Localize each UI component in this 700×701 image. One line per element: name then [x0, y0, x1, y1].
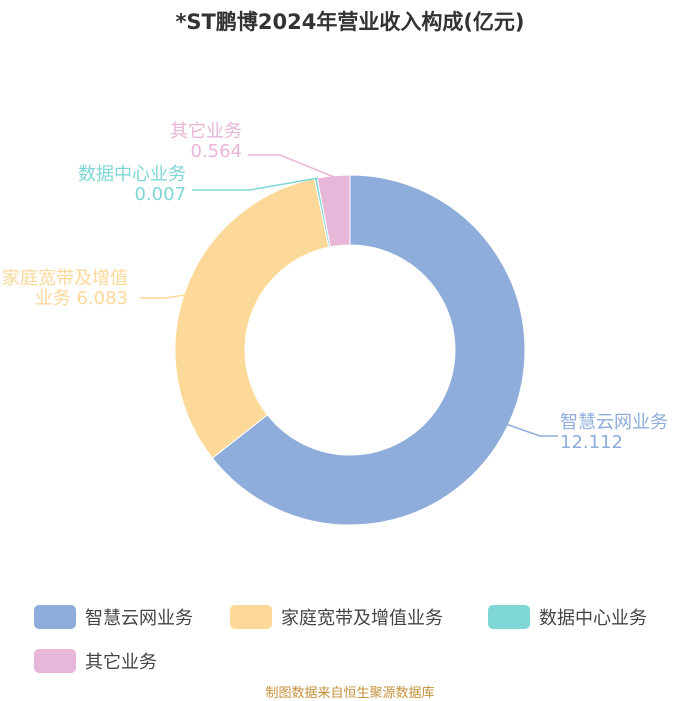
legend-item-3[interactable]: 其它业务 [34, 646, 157, 676]
slice-1[interactable] [174, 178, 330, 459]
source-note: 制图数据来自恒生聚源数据库 [265, 686, 435, 701]
legend-label-2: 数据中心业务 [539, 608, 647, 629]
data-label-2-line-0: 数据中心业务 [78, 164, 186, 185]
data-label-2: 数据中心业务 0.007 [78, 164, 186, 205]
data-label-1-line-0: 家庭宽带及增值 [2, 268, 128, 289]
legend-label-3: 其它业务 [85, 652, 157, 673]
legend-swatch-3 [34, 649, 76, 673]
slice-3[interactable] [316, 174, 351, 248]
data-label-1: 家庭宽带及增值业务 6.083 [2, 268, 128, 309]
data-label-3-line-1: 0.564 [190, 141, 242, 162]
legend-swatch-1 [230, 605, 272, 629]
slice-0[interactable] [211, 174, 526, 526]
legend-item-1[interactable]: 家庭宽带及增值业务 [230, 602, 443, 632]
data-label-0-line-0: 智慧云网业务 [560, 412, 668, 433]
chart-title: *ST鹏博2024年营业收入构成(亿元) [175, 10, 525, 34]
leader-line-3 [248, 154, 335, 178]
leader-line-1 [140, 291, 206, 299]
leader-line-0 [499, 421, 558, 437]
leader-line-group [140, 154, 558, 437]
legend-item-2[interactable]: 数据中心业务 [488, 602, 647, 632]
legend-label-0: 智慧云网业务 [85, 608, 193, 629]
data-label-3: 其它业务 0.564 [170, 121, 242, 162]
slice-group [174, 174, 526, 526]
leader-line-2 [192, 177, 319, 191]
data-label-0: 智慧云网业务 12.112 [560, 412, 668, 453]
legend-label-1: 家庭宽带及增值业务 [281, 608, 443, 629]
legend-swatch-0 [34, 605, 76, 629]
data-label-1-line-1: 业务 6.083 [35, 288, 128, 309]
data-label-3-line-0: 其它业务 [170, 121, 242, 142]
legend-swatch-2 [488, 605, 530, 629]
data-label-2-line-1: 0.007 [134, 184, 186, 205]
legend-item-0[interactable]: 智慧云网业务 [34, 602, 193, 632]
data-label-0-line-1: 12.112 [560, 432, 623, 453]
